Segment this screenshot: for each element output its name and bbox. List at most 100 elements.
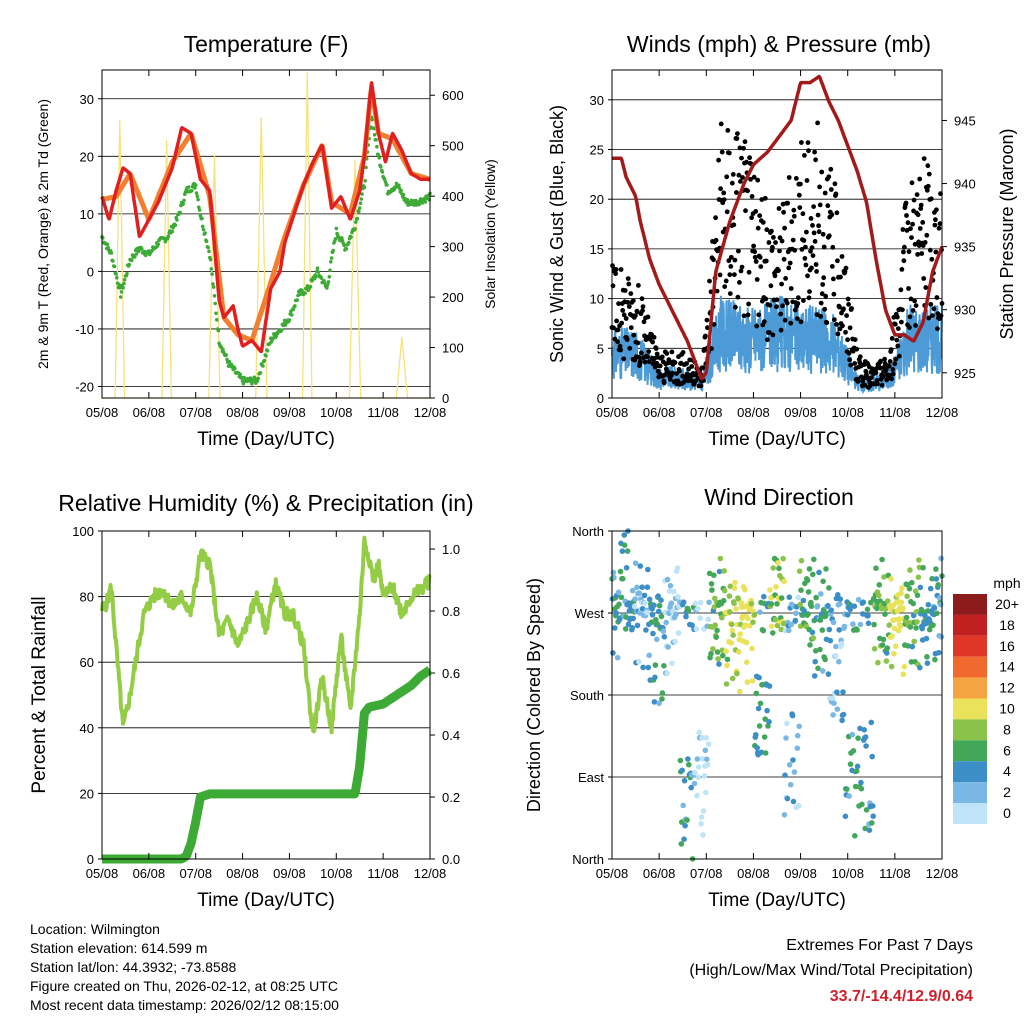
gust-point bbox=[757, 213, 763, 219]
wind-direction-point bbox=[793, 610, 799, 617]
wind-direction-point bbox=[708, 581, 715, 587]
gust-point bbox=[638, 358, 643, 364]
gust-point bbox=[794, 316, 800, 321]
gust-point bbox=[640, 304, 646, 309]
dewpoint-point bbox=[181, 201, 185, 206]
wind-direction-point bbox=[634, 584, 640, 591]
wind-direction-point bbox=[761, 734, 768, 740]
gust-point bbox=[910, 221, 915, 227]
gust-point bbox=[726, 150, 732, 156]
gust-point bbox=[893, 356, 899, 362]
wind-direction-point bbox=[695, 764, 702, 770]
wind-direction-x-tick-label: 12/08 bbox=[926, 866, 959, 881]
wind-direction-point bbox=[870, 813, 876, 819]
wind-direction-point bbox=[786, 594, 793, 600]
gust-point bbox=[755, 225, 761, 231]
humidity-x-axis-label: Time (Day/UTC) bbox=[197, 890, 335, 911]
gust-point bbox=[829, 212, 835, 218]
wind-direction-point bbox=[834, 706, 841, 712]
gust-point bbox=[928, 196, 934, 202]
wind-direction-point bbox=[681, 836, 687, 842]
gust-point bbox=[933, 249, 939, 255]
wind-direction-y-tick-label: West bbox=[575, 606, 605, 621]
wind-direction-point bbox=[644, 584, 651, 590]
temperature-x-tick-label: 09/08 bbox=[273, 405, 306, 420]
wind-direction-point bbox=[938, 555, 944, 562]
wind-direction-point bbox=[692, 769, 698, 776]
wind-direction-point bbox=[645, 664, 652, 671]
gust-point bbox=[771, 235, 776, 240]
wind-speed-legend-swatch bbox=[953, 635, 987, 657]
dewpoint-point bbox=[119, 290, 124, 294]
wind-direction-point bbox=[708, 650, 714, 657]
gust-point bbox=[791, 207, 797, 213]
gust-point bbox=[906, 249, 912, 255]
gust-point bbox=[934, 207, 939, 213]
gust-point bbox=[810, 223, 815, 228]
wind-direction-point bbox=[641, 592, 648, 599]
gust-point bbox=[813, 262, 819, 267]
wind-direction-point bbox=[727, 609, 733, 615]
gust-point bbox=[915, 252, 920, 257]
wind-direction-point bbox=[768, 601, 775, 607]
wind-direction-point bbox=[807, 642, 813, 648]
dewpoint-point bbox=[333, 237, 338, 241]
gust-point bbox=[824, 320, 830, 326]
wind-direction-point bbox=[737, 631, 743, 637]
wind-direction-point bbox=[800, 597, 807, 604]
gust-point bbox=[938, 313, 944, 319]
wind-direction-x-tick-label: 10/08 bbox=[831, 866, 864, 881]
wind-direction-point bbox=[655, 608, 662, 615]
gust-point bbox=[826, 174, 832, 180]
gust-point bbox=[832, 181, 838, 187]
wind-direction-point bbox=[734, 670, 740, 677]
wind-direction-point bbox=[680, 599, 687, 605]
wind-direction-point bbox=[767, 587, 773, 593]
gust-point bbox=[793, 176, 799, 181]
gust-point bbox=[918, 202, 924, 208]
gust-point bbox=[908, 226, 913, 232]
gust-point bbox=[789, 219, 795, 225]
humidity-x-tick-label: 12/08 bbox=[414, 866, 447, 881]
gust-point bbox=[835, 258, 840, 264]
wind-direction-point bbox=[784, 720, 790, 727]
gust-point bbox=[818, 300, 824, 306]
humidity-y2-tick-label: 1.0 bbox=[442, 542, 460, 557]
wind-direction-point bbox=[851, 603, 858, 609]
gust-point bbox=[615, 327, 621, 333]
gust-point bbox=[646, 359, 652, 365]
dewpoint-point bbox=[383, 180, 388, 184]
wind-direction-point bbox=[798, 557, 805, 564]
gust-point bbox=[749, 194, 755, 199]
gust-point bbox=[806, 295, 812, 301]
gust-point bbox=[817, 184, 822, 190]
wind-direction-point bbox=[822, 656, 828, 663]
wind-direction-point bbox=[616, 601, 622, 608]
winds-x-tick-label: 05/08 bbox=[596, 405, 629, 420]
gust-point bbox=[888, 347, 894, 353]
gust-point bbox=[620, 308, 626, 313]
wind-direction-point bbox=[658, 613, 665, 620]
wind-direction-point bbox=[753, 732, 759, 738]
gust-point bbox=[839, 254, 845, 259]
gust-point bbox=[735, 131, 740, 137]
dewpoint-point bbox=[262, 358, 267, 363]
wind-direction-point bbox=[770, 565, 776, 571]
wind-direction-point bbox=[729, 627, 735, 634]
dewpoint-point bbox=[334, 226, 339, 231]
humidity-y-tick-label: 20 bbox=[80, 786, 94, 801]
gust-point bbox=[776, 268, 781, 273]
wind-direction-point bbox=[798, 587, 804, 593]
wind-direction-point bbox=[659, 690, 666, 696]
gust-point bbox=[796, 192, 802, 198]
wind-direction-point bbox=[899, 585, 905, 591]
wind-direction-point bbox=[862, 825, 868, 832]
gust-point bbox=[915, 212, 921, 218]
dewpoint-point bbox=[196, 197, 200, 202]
temperature-y-tick-label: -20 bbox=[75, 379, 94, 394]
dewpoint-point bbox=[364, 165, 368, 170]
wind-direction-point bbox=[816, 569, 822, 576]
gust-point bbox=[831, 291, 837, 297]
gust-point bbox=[934, 295, 940, 300]
gust-point bbox=[753, 259, 759, 264]
